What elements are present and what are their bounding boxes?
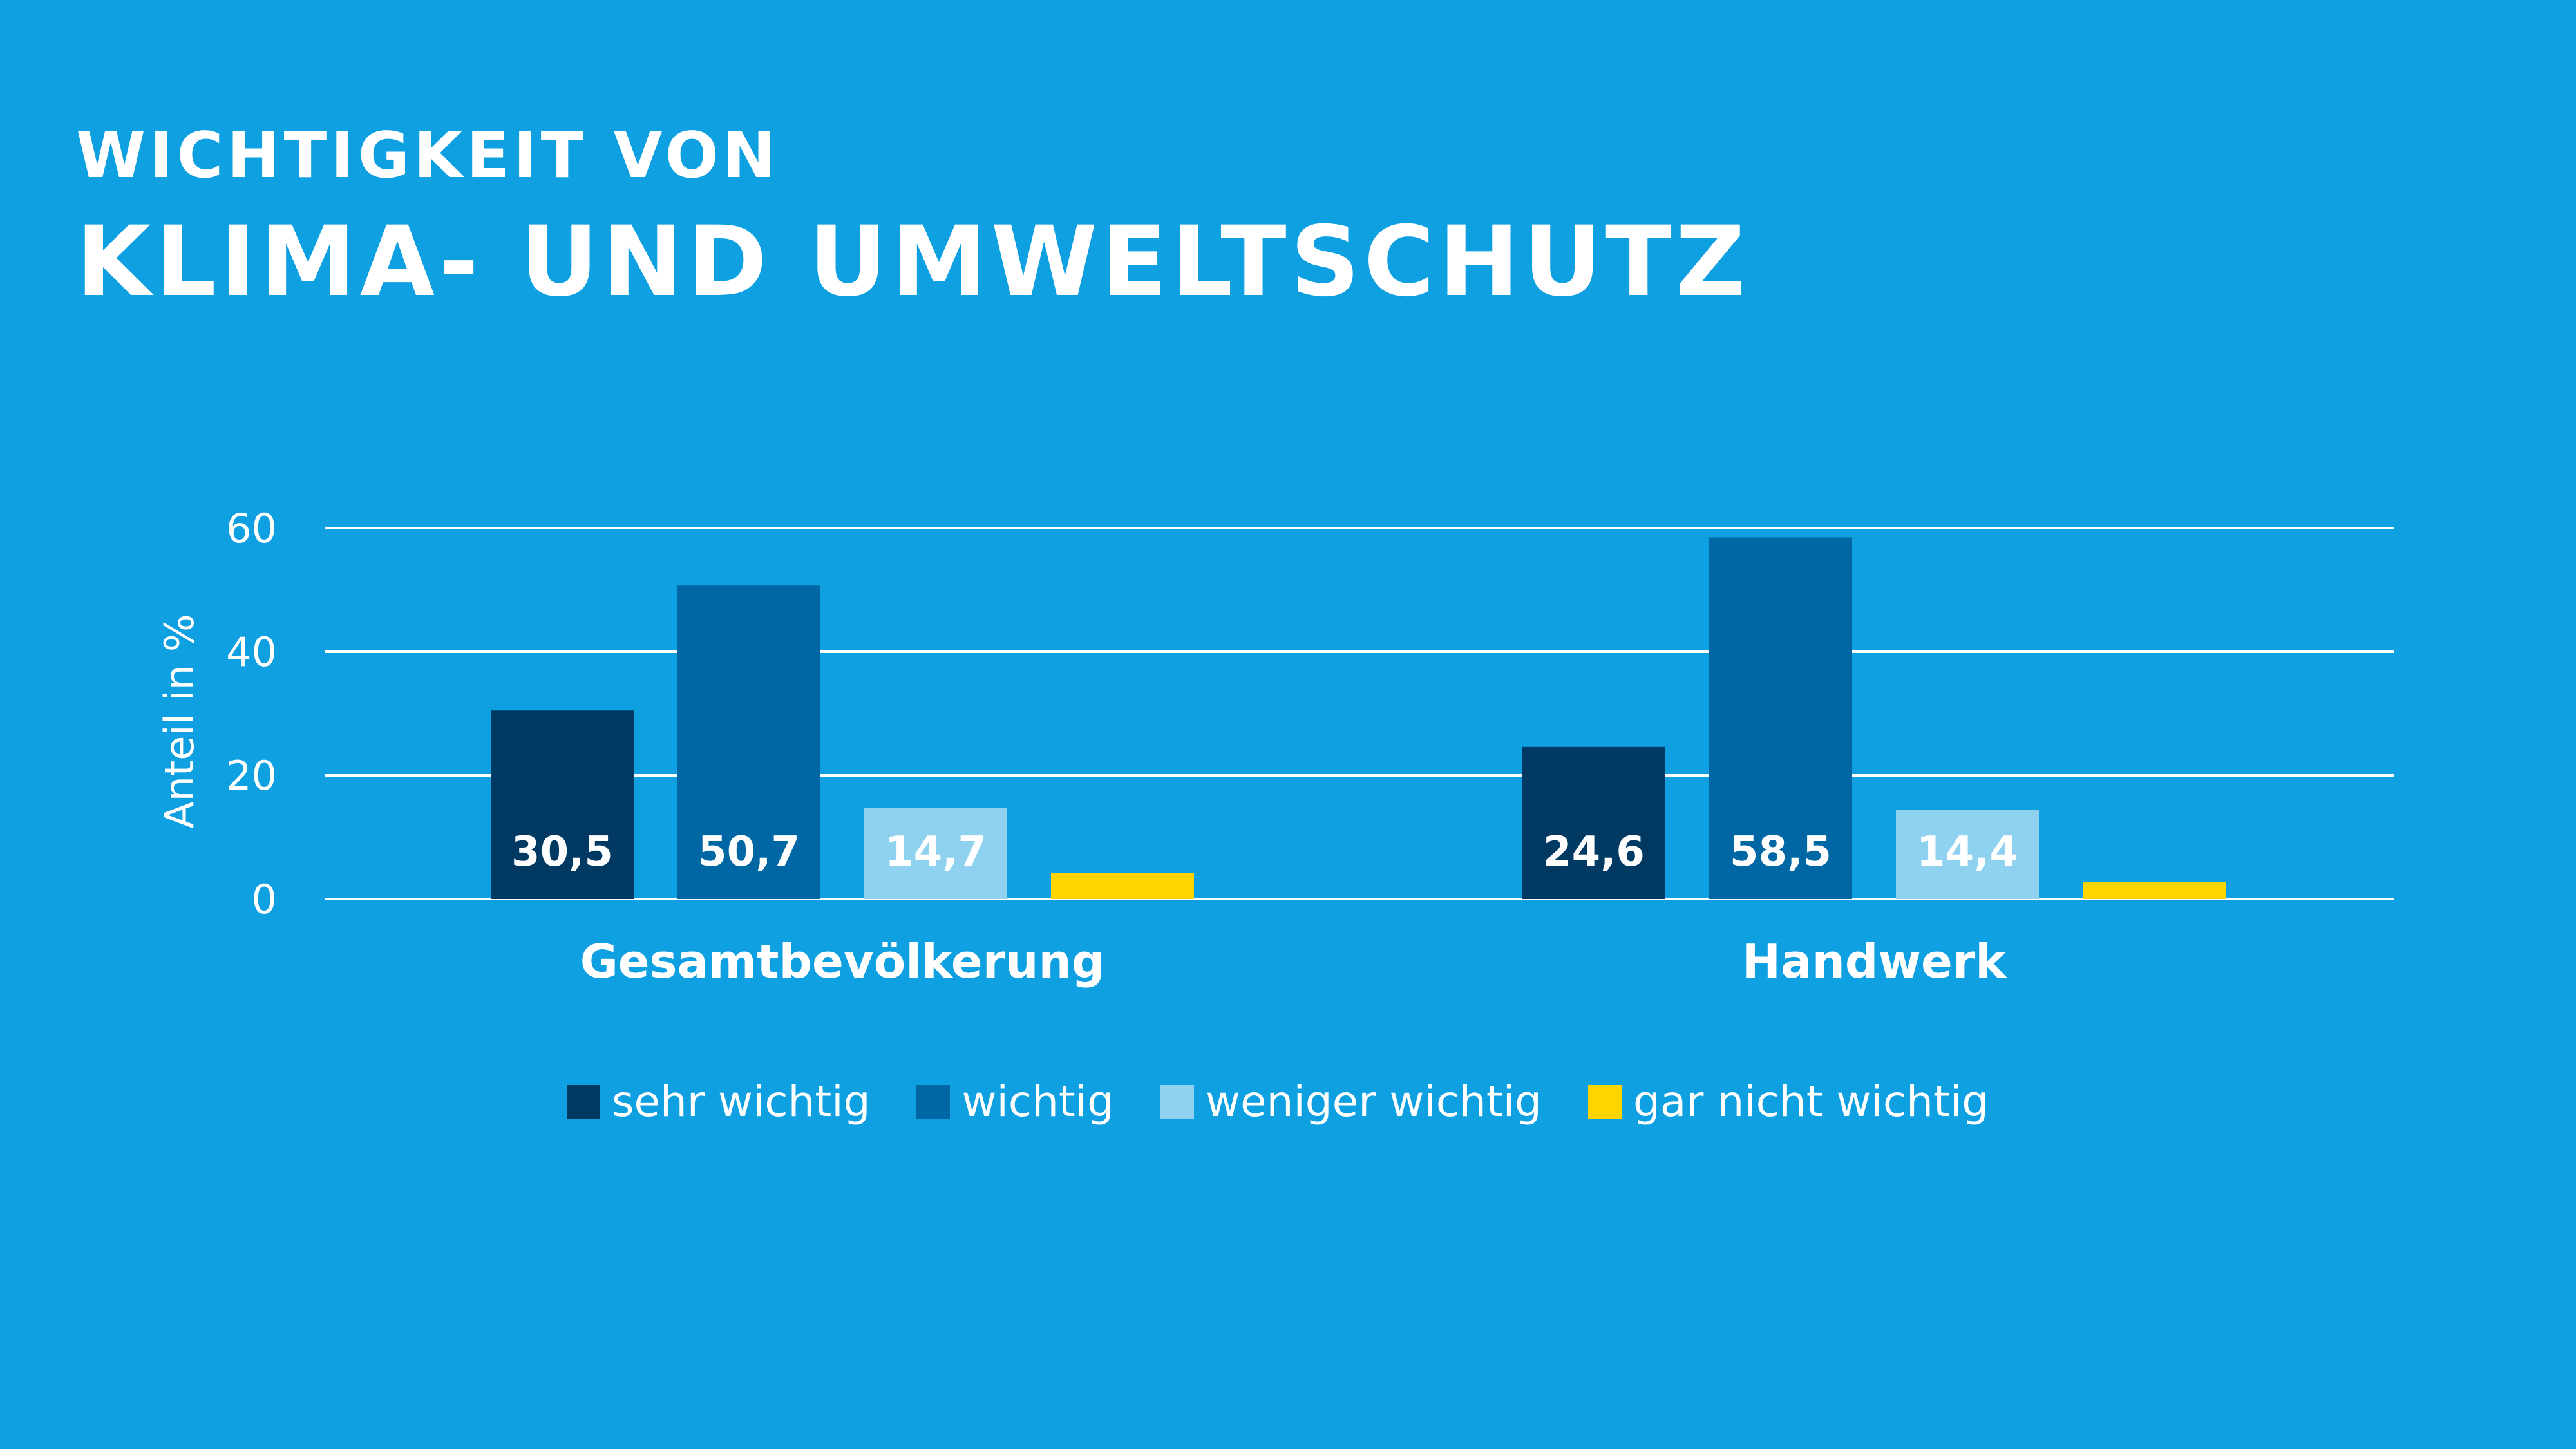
y-tick-label: 0	[252, 876, 277, 923]
legend-item: sehr wichtig	[567, 1077, 870, 1126]
legend-label: weniger wichtig	[1206, 1077, 1542, 1126]
chart-title-line-2: Klima- und Umweltschutz	[76, 206, 1750, 318]
legend-label: gar nicht wichtig	[1633, 1077, 1989, 1126]
gridlines	[325, 527, 2394, 900]
data-label: 14,4	[1917, 828, 2018, 876]
bar-sehr-wichtig-0	[491, 710, 634, 899]
data-label: 24,6	[1543, 828, 1645, 876]
y-axis: 0 20 40 60 Anteil in %	[156, 505, 277, 923]
y-tick-label: 40	[226, 629, 277, 676]
data-labels: 30,5 24,6 50,7 58,5 14,7 14,4	[511, 828, 2018, 876]
x-axis: Gesamtbevölkerung Handwerk	[580, 934, 2008, 989]
bar-weniger-wichtig-0	[864, 808, 1007, 899]
legend-swatch	[916, 1084, 951, 1119]
legend-swatch	[1160, 1084, 1195, 1119]
legend-item: gar nicht wichtig	[1587, 1077, 1989, 1126]
x-category-label: Handwerk	[1742, 934, 2007, 989]
chart-legend: sehr wichtig wichtig weniger wichtig gar ni…	[567, 1077, 2035, 1126]
bar-wichtig-0	[677, 585, 820, 899]
bars	[491, 537, 2226, 899]
bar-weniger-wichtig-1	[1896, 810, 2039, 899]
bar-sehr-wichtig-1	[1522, 746, 1665, 899]
data-label: 14,7	[885, 828, 987, 876]
y-axis-title: Anteil in %	[156, 614, 203, 828]
data-label: 50,7	[698, 828, 800, 876]
legend-item: wichtig	[916, 1077, 1114, 1126]
data-label: 58,5	[1730, 828, 1832, 876]
legend-item: weniger wichtig	[1160, 1077, 1542, 1126]
legend-label: sehr wichtig	[612, 1077, 871, 1126]
bar-gar-nicht-wichtig-1	[2083, 882, 2226, 899]
bar-gar-nicht-wichtig-0	[1051, 873, 1194, 899]
x-category-label: Gesamtbevölkerung	[580, 934, 1105, 989]
bar-wichtig-1	[1709, 537, 1852, 899]
y-tick-label: 20	[226, 752, 277, 799]
y-tick-label: 60	[226, 505, 277, 552]
chart-title-line-1: Wichtigkeit von	[76, 119, 780, 193]
legend-swatch	[567, 1084, 600, 1119]
legend-label: wichtig	[961, 1077, 1115, 1126]
data-label: 30,5	[511, 828, 613, 876]
legend-swatch	[1587, 1084, 1622, 1119]
